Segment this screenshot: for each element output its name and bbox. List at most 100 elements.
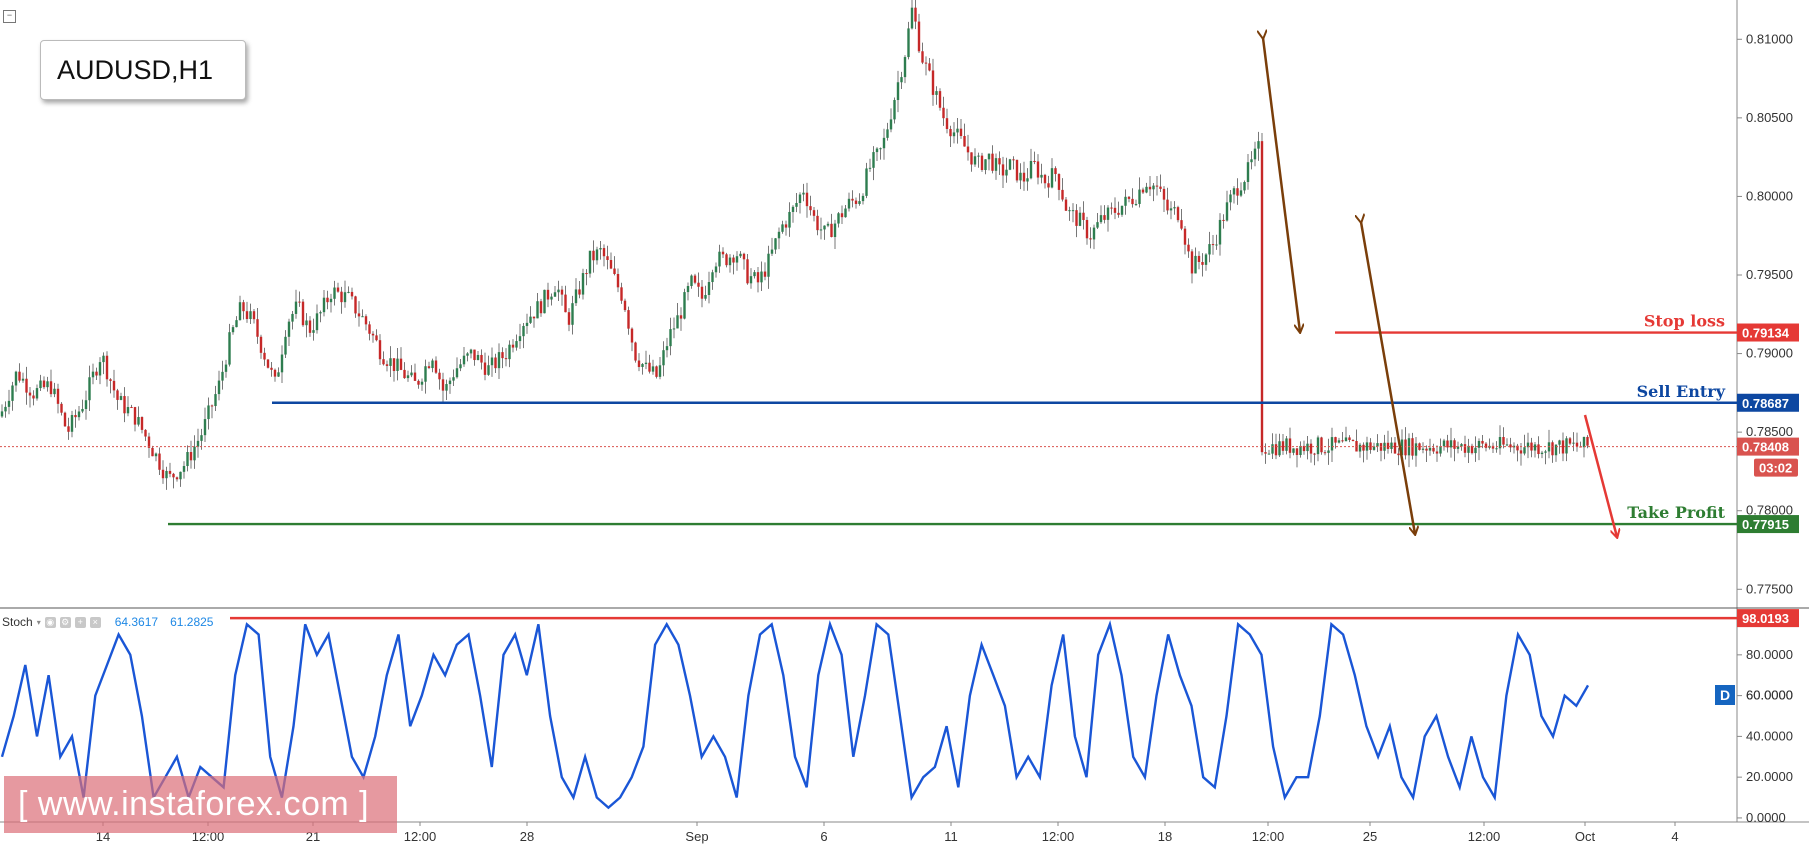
candle-body: [1110, 207, 1113, 209]
candle-body: [1460, 444, 1463, 447]
countdown-tag: [1754, 458, 1798, 477]
candle-body: [67, 426, 70, 432]
candle-body: [347, 291, 350, 293]
candle-body: [221, 371, 224, 381]
candle-body: [420, 381, 424, 385]
candle-body: [424, 366, 427, 382]
level-tag: [1737, 515, 1799, 534]
candle-body: [973, 156, 977, 165]
candle-body: [532, 316, 536, 319]
candle-body: [1309, 443, 1313, 454]
candle-body: [763, 271, 767, 277]
candle-body: [196, 440, 200, 447]
candle-body: [1365, 442, 1369, 451]
candle-body: [291, 313, 294, 322]
candle-body: [1239, 190, 1243, 196]
candle-body: [704, 294, 707, 299]
candle-body: [123, 396, 126, 414]
candle-body: [630, 328, 634, 343]
price-tick-label: 0.79000: [1746, 346, 1793, 361]
candle-body: [466, 353, 469, 356]
stoch-tick-label: 60.0000: [1746, 688, 1793, 703]
candle-body: [700, 286, 704, 299]
candle-body: [88, 377, 91, 401]
stoch-tick-label: 0.0000: [1746, 810, 1786, 825]
candle-body: [683, 292, 686, 319]
eye-icon[interactable]: ◉: [44, 616, 56, 628]
candle-body: [1267, 453, 1271, 455]
settings-icon[interactable]: ⚙: [59, 616, 71, 628]
level-label-sell-entry: Sell Entry: [1637, 382, 1726, 401]
candle-body: [438, 372, 441, 380]
candle-body: [210, 405, 214, 407]
candle-body: [718, 251, 721, 267]
candle-body: [32, 395, 35, 399]
candle-body: [623, 300, 627, 311]
candle-body: [501, 352, 504, 359]
candle-body: [802, 192, 805, 195]
candle-body: [392, 358, 396, 371]
candle-body: [1218, 219, 1222, 245]
candle-body: [1505, 444, 1509, 446]
candle-body: [1008, 159, 1012, 170]
candle-body: [557, 289, 560, 293]
candle-body: [1540, 452, 1544, 455]
candle-body: [1089, 238, 1092, 240]
add-icon[interactable]: +: [74, 616, 86, 628]
candle-body: [277, 372, 280, 377]
level-tag-text: 0.78687: [1742, 396, 1789, 411]
candle-body: [1421, 448, 1425, 450]
candle-body: [1393, 442, 1397, 454]
candle-body: [641, 364, 644, 367]
candle-body: [1334, 437, 1337, 443]
candle-body: [1243, 182, 1246, 191]
candle-body: [977, 155, 980, 157]
candle-body: [1575, 442, 1579, 447]
candle-body: [1327, 450, 1330, 453]
candle-body: [168, 470, 172, 474]
candle-body: [1159, 186, 1162, 189]
candle-body: [172, 473, 175, 478]
candle-body: [595, 249, 599, 261]
candle-body: [823, 225, 826, 230]
candle-body: [756, 272, 760, 283]
candle-body: [567, 312, 571, 325]
candle-body: [1225, 202, 1229, 221]
close-icon[interactable]: ×: [89, 616, 101, 628]
candle-body: [669, 329, 672, 347]
dropdown-arrow-icon[interactable]: ▾: [36, 617, 41, 627]
candle-body: [837, 213, 840, 224]
candle-body: [1029, 160, 1033, 179]
candle-body: [1015, 159, 1019, 181]
candle-body: [63, 412, 67, 427]
candle-body: [263, 352, 266, 360]
candle-body: [410, 372, 413, 376]
candle-body: [952, 132, 956, 137]
candle-body: [301, 301, 305, 326]
candle-body: [1519, 450, 1523, 454]
candle-body: [119, 396, 123, 400]
candle-body: [879, 148, 882, 150]
candle-body: [483, 362, 487, 375]
candle-body: [1428, 447, 1432, 451]
candle-body: [1075, 210, 1078, 226]
candle-body: [1043, 174, 1047, 184]
candle-body: [1397, 453, 1400, 456]
candle-body: [536, 301, 539, 319]
candle-body: [676, 315, 679, 329]
candle-body: [903, 57, 907, 78]
candle-body: [1068, 210, 1071, 212]
candle-body: [396, 358, 399, 371]
candle-body: [357, 313, 361, 317]
collapse-icon[interactable]: −: [3, 10, 16, 23]
stoch-d-badge[interactable]: D: [1715, 685, 1735, 705]
candle-body: [175, 477, 179, 480]
candle-body: [599, 248, 602, 250]
candle-body: [770, 249, 774, 254]
candle-body: [455, 368, 459, 378]
candle-body: [1386, 442, 1390, 449]
candle-body: [1120, 205, 1124, 215]
time-tick-label: 12:00: [1042, 829, 1075, 844]
candle-body: [914, 7, 917, 22]
